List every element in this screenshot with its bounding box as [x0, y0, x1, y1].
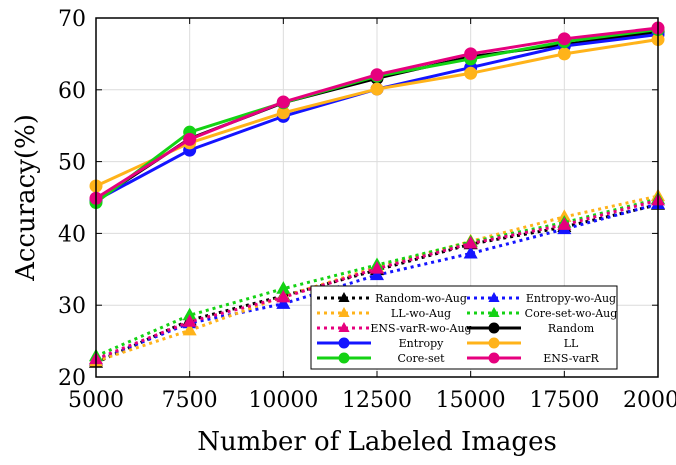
- x-tick-label: 17500: [529, 388, 599, 413]
- y-tick-label: 40: [58, 222, 86, 247]
- y-tick-label: 70: [58, 7, 86, 32]
- legend-label: LL: [564, 337, 579, 350]
- legend: Random-wo-Aug Entropy-wo-Aug LL-wo-Aug Core…: [310, 285, 618, 370]
- x-tick-label: 15000: [436, 388, 506, 413]
- data-point-ens-varr: [183, 132, 197, 146]
- legend-label: LL-wo-Aug: [391, 307, 451, 320]
- legend-label: ENS-varR-wo-Aug: [370, 322, 471, 335]
- data-point-ens-varr-wo-aug: [182, 314, 197, 327]
- legend-label: Random: [548, 322, 595, 335]
- x-tick-label: 20000: [623, 388, 676, 413]
- data-point-ens-varr-wo-aug: [276, 289, 291, 303]
- x-tick-label: 10000: [248, 388, 318, 413]
- y-tick-label: 20: [58, 366, 86, 391]
- legend-label: Entropy-wo-Aug: [526, 292, 616, 305]
- data-point-ll: [557, 47, 571, 61]
- data-point-ll: [370, 82, 384, 96]
- legend-entry-ll: LL: [467, 337, 579, 350]
- x-axis-title: Number of Labeled Images: [197, 427, 557, 457]
- x-tick-label: 7500: [162, 388, 218, 413]
- legend-entry-ens-varr: ENS-varR: [467, 352, 600, 365]
- data-point-ens-varr: [276, 95, 290, 109]
- y-tick-label: 50: [58, 151, 86, 176]
- legend-entry-entropy: Entropy: [317, 337, 444, 350]
- data-point-entropy-wo-aug: [463, 245, 478, 259]
- axis-ticks: 5000 7500 10000 12500 15000 17500 20000 20 30 40 5…: [58, 7, 676, 413]
- legend-entry-ens-varr-wo-aug: ENS-varR-wo-Aug: [317, 321, 472, 335]
- legend-entry-ll-wo-aug: LL-wo-Aug: [317, 306, 451, 320]
- x-tick-label: 5000: [68, 388, 124, 413]
- legend-entry-core-set-wo-aug: Core-set-wo-Aug: [467, 306, 618, 320]
- legend-label: Entropy: [399, 337, 444, 350]
- legend-entry-core-set: Core-set: [317, 352, 445, 365]
- legend-entry-random-wo-aug: Random-wo-Aug: [317, 291, 467, 305]
- data-point-ll-wo-aug: [182, 322, 197, 336]
- y-tick-label: 30: [58, 294, 86, 319]
- legend-label: ENS-varR: [543, 352, 599, 365]
- legend-label: Core-set: [397, 352, 445, 365]
- data-point-entropy-wo-aug: [369, 267, 385, 281]
- legend-label: Random-wo-Aug: [375, 292, 467, 305]
- y-tick-label: 60: [58, 79, 86, 104]
- legend-label: Core-set-wo-Aug: [525, 307, 618, 320]
- data-point-ll: [464, 66, 478, 80]
- data-point-ens-varr-wo-aug: [463, 235, 478, 249]
- y-axis-title: Accuracy(%): [11, 114, 41, 282]
- data-point-ens-varr: [464, 47, 478, 61]
- legend-entry-entropy-wo-aug: Entropy-wo-Aug: [467, 291, 616, 305]
- data-point-ens-varr-wo-aug: [369, 261, 385, 274]
- x-tick-label: 12500: [342, 388, 412, 413]
- legend-entry-random: Random: [467, 322, 595, 335]
- data-point-entropy-wo-aug: [276, 296, 291, 309]
- data-point-ens-varr: [370, 68, 384, 82]
- data-point-ens-varr-wo-aug: [557, 217, 572, 230]
- data-point-ens-varr: [557, 32, 571, 46]
